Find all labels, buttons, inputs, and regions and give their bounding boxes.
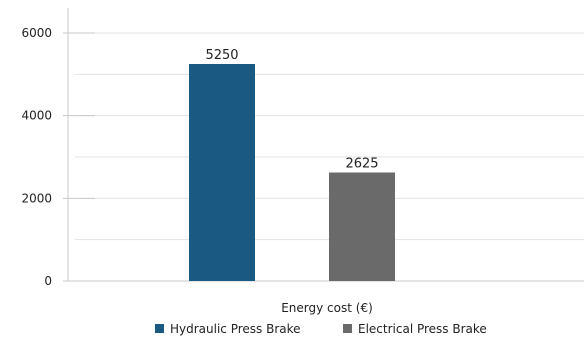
legend-swatch — [343, 324, 352, 333]
legend-swatch — [155, 324, 164, 333]
data-labels: 5250 2625 — [205, 48, 378, 172]
data-label: 5250 — [205, 48, 238, 63]
y-tick-label: 4000 — [21, 109, 52, 123]
axes: 0 2000 4000 6000 — [21, 8, 584, 288]
data-label: 2625 — [345, 157, 378, 172]
bar-hydraulic-press-brake — [189, 64, 255, 281]
x-axis-title: Energy cost (€) — [281, 301, 373, 315]
bar-electrical-press-brake — [329, 172, 395, 281]
gridlines — [75, 32, 584, 241]
bars — [189, 64, 395, 281]
legend: Hydraulic Press Brake Electrical Press Br… — [155, 322, 487, 336]
y-tick-label: 2000 — [21, 191, 52, 205]
y-tick-label: 6000 — [21, 26, 52, 40]
legend-label: Hydraulic Press Brake — [170, 322, 301, 336]
y-tick-label: 0 — [44, 274, 52, 288]
legend-label: Electrical Press Brake — [358, 322, 487, 336]
